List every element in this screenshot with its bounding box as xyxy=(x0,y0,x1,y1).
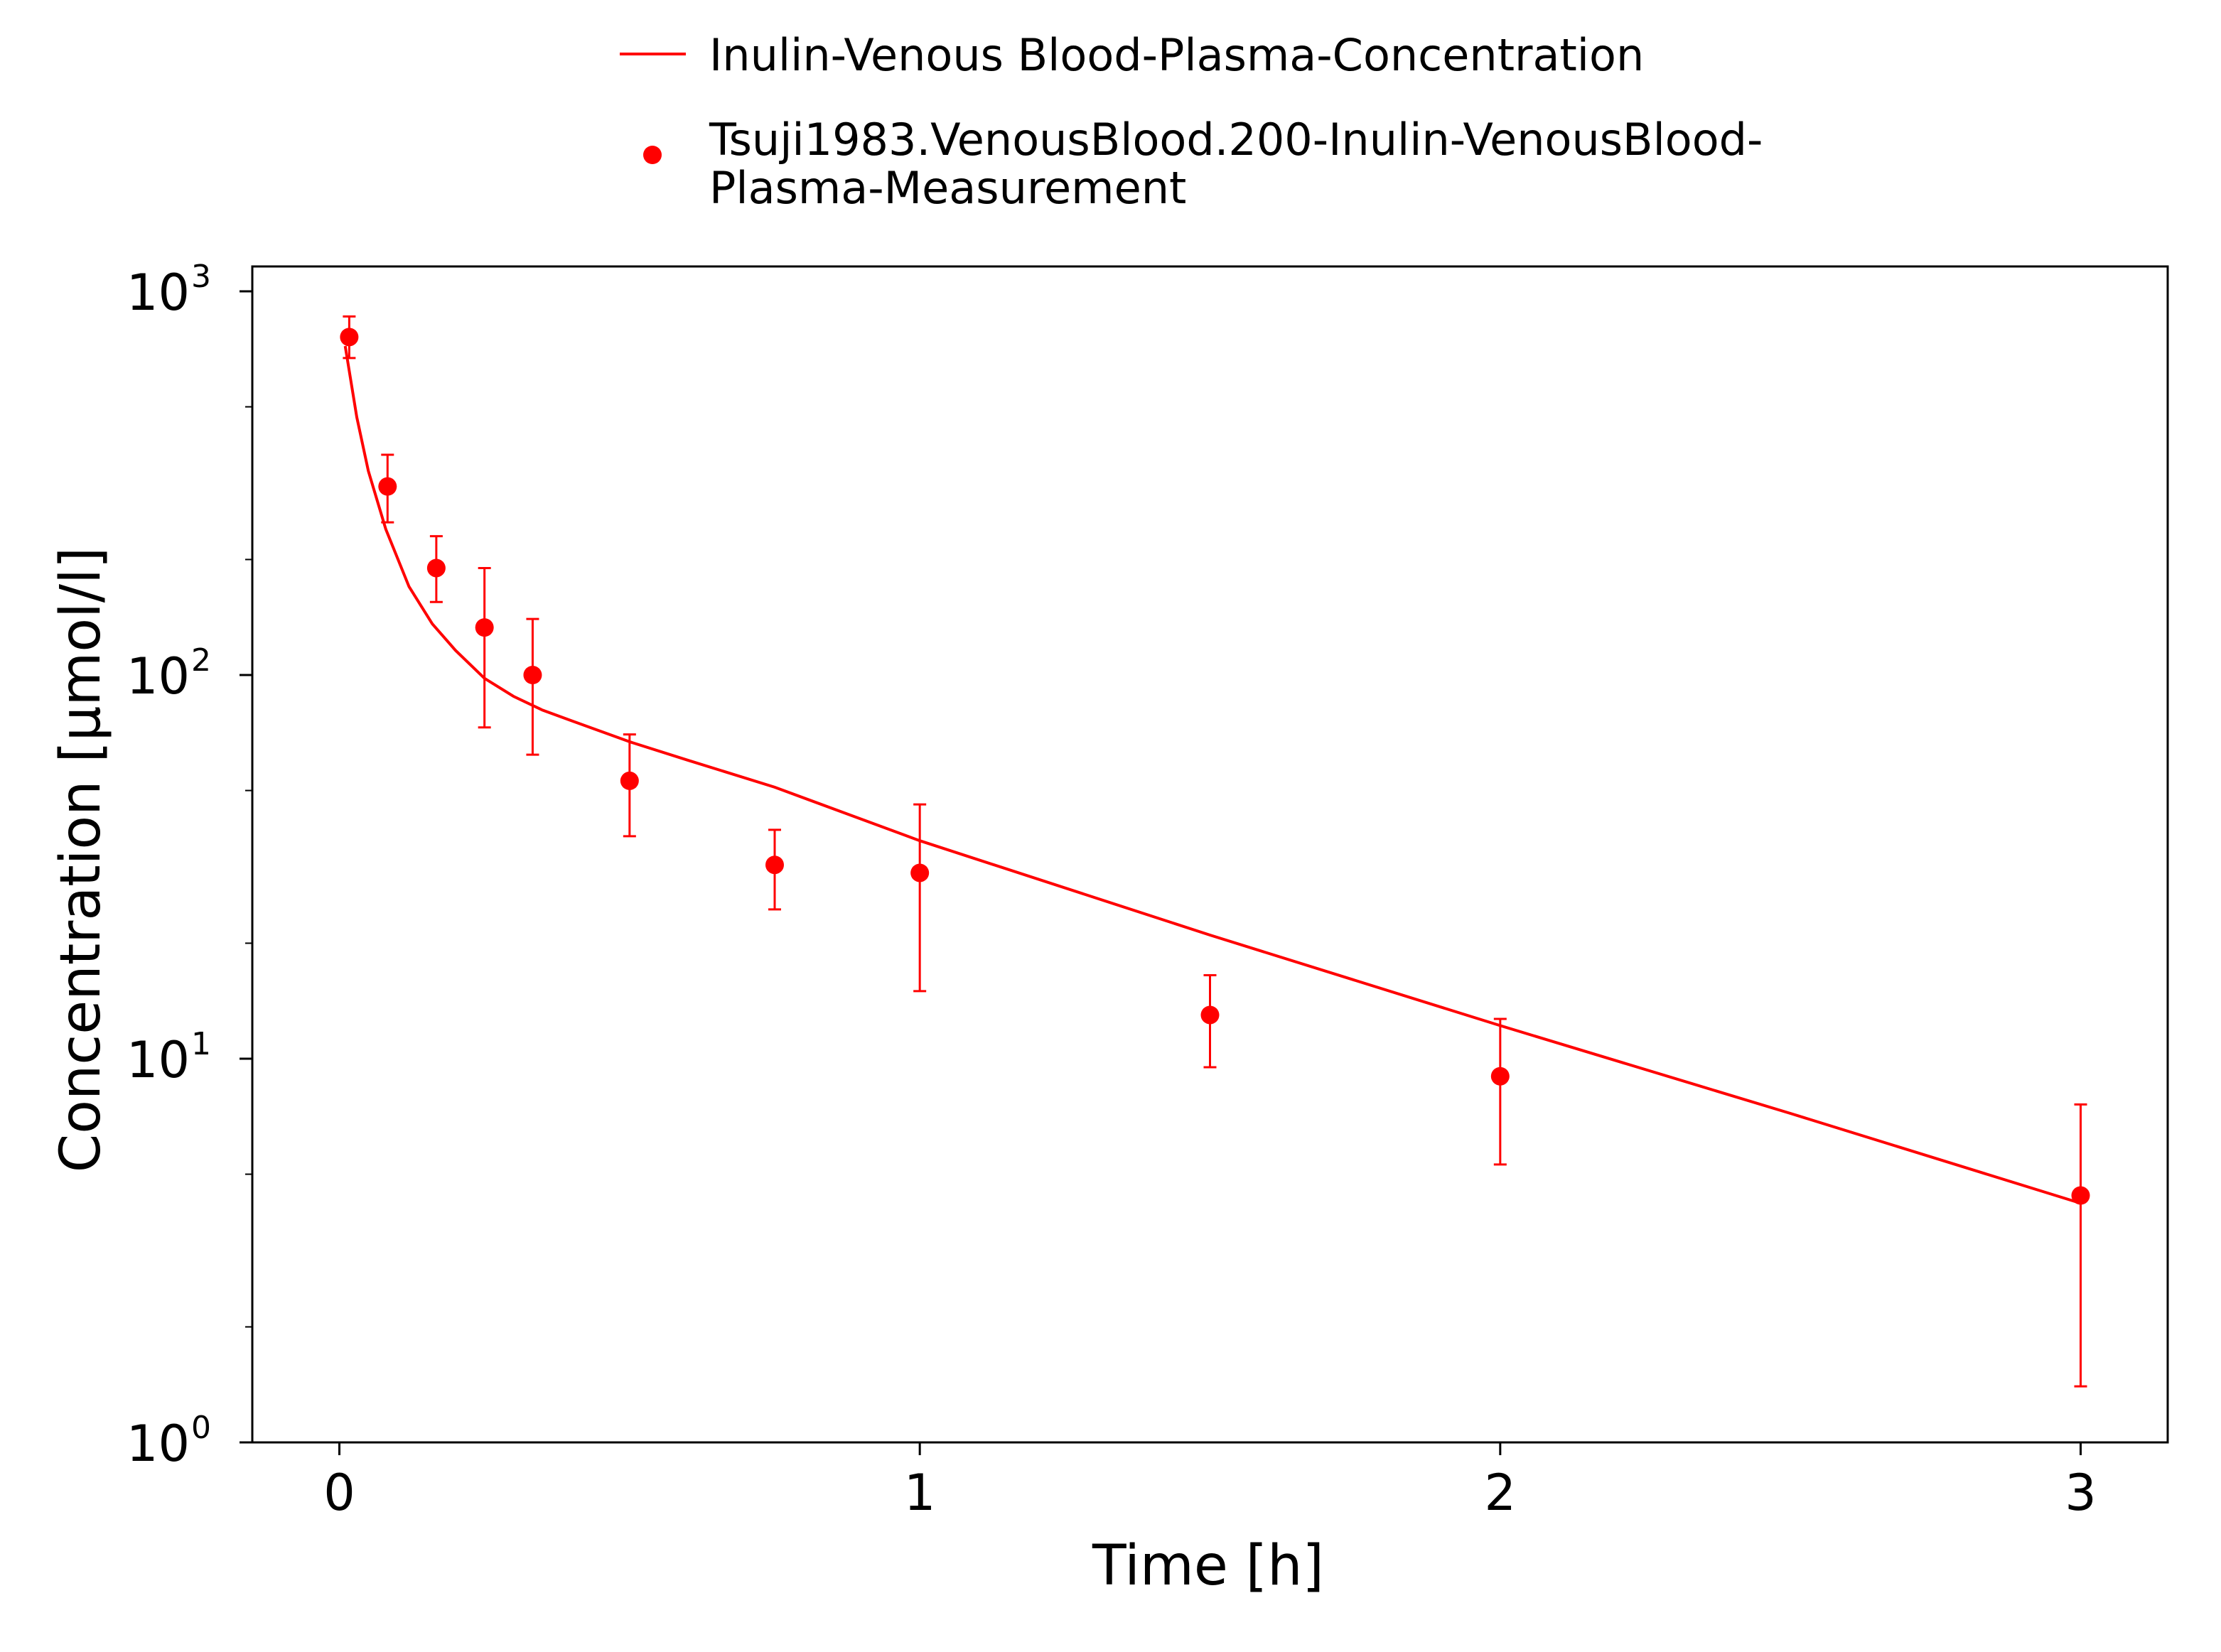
data-marker xyxy=(620,771,639,790)
y-tick-label-exponent: 3 xyxy=(191,259,211,295)
series-line-inulin-concentration xyxy=(343,345,2082,1205)
data-point xyxy=(1490,1017,1510,1166)
data-point xyxy=(910,803,930,993)
data-marker xyxy=(475,618,494,637)
data-marker xyxy=(1490,1067,1510,1086)
data-marker xyxy=(340,328,359,347)
x-tick-label: 1 xyxy=(904,1464,936,1522)
data-point xyxy=(1200,974,1220,1069)
legend-label-scatter-series-line2: Plasma-Measurement xyxy=(709,162,1186,214)
x-tick-label: 3 xyxy=(2065,1464,2097,1522)
data-marker xyxy=(910,863,930,882)
x-tick-label: 0 xyxy=(323,1464,355,1522)
data-point xyxy=(2071,1103,2090,1388)
y-tick-label: 10 xyxy=(127,1415,190,1473)
plot-frame xyxy=(251,265,2169,1444)
data-point xyxy=(340,315,359,360)
data-point xyxy=(426,535,446,603)
x-tick-label: 2 xyxy=(1485,1464,1517,1522)
y-axis-title: Concentration [µmol/l] xyxy=(49,547,113,1172)
y-tick-label: 10 xyxy=(127,647,190,706)
y-tick-label-exponent: 2 xyxy=(191,642,211,679)
x-axis: 0 1 2 3 xyxy=(323,1442,2097,1522)
data-marker xyxy=(765,855,784,875)
legend-marker-swatch xyxy=(643,146,662,164)
data-point xyxy=(475,566,494,729)
legend-label-line-series: Inulin-Venous Blood-Plasma-Concentration xyxy=(709,29,1644,81)
data-point xyxy=(523,617,542,756)
x-axis-title: Time [h] xyxy=(1092,1534,1324,1598)
data-marker xyxy=(523,666,542,684)
data-point xyxy=(620,733,639,838)
y-tick-label-exponent: 1 xyxy=(191,1026,211,1062)
data-marker xyxy=(378,477,397,496)
data-marker xyxy=(1200,1005,1220,1025)
y-tick-label: 10 xyxy=(127,1031,190,1089)
y-tick-label-exponent: 0 xyxy=(191,1410,211,1446)
data-marker xyxy=(2071,1186,2090,1205)
data-point xyxy=(378,453,397,524)
data-point xyxy=(765,828,784,911)
data-marker xyxy=(426,558,446,578)
legend-label-scatter-series-line1: Tsuji1983.VenousBlood.200-Inulin-VenousB… xyxy=(709,114,1763,166)
y-tick-label: 10 xyxy=(127,264,190,322)
series-scatter-measurements xyxy=(340,315,2090,1388)
legend: Inulin-Venous Blood-Plasma-Concentration… xyxy=(620,29,1763,214)
